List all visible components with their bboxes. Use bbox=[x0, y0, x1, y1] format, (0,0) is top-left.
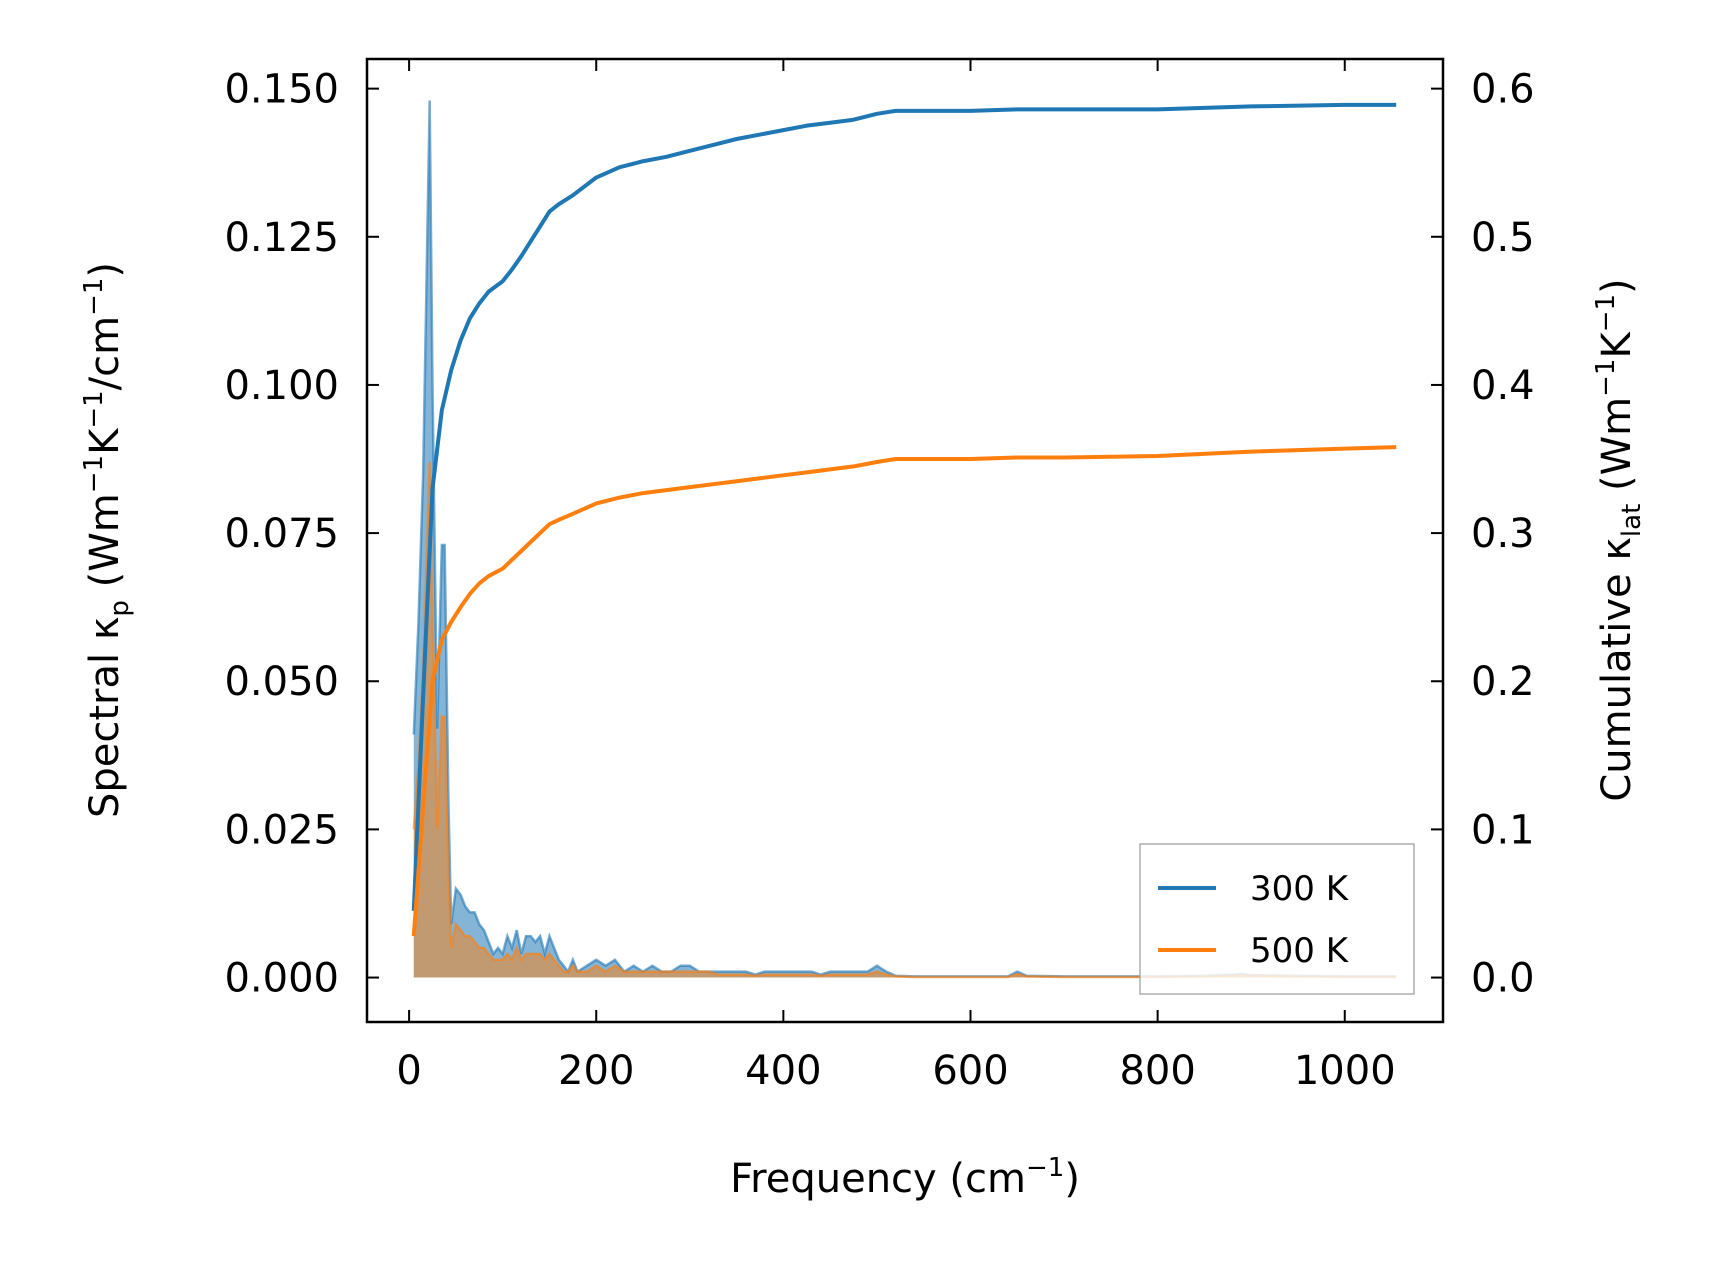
spectral-line-500k bbox=[412, 461, 1397, 979]
plot-frame bbox=[365, 57, 1445, 1024]
y-right-axis-label: Cumulative κlat (Wm−1K−1) bbox=[1591, 278, 1647, 801]
cumulative-line-300k bbox=[411, 102, 1397, 911]
y-left-tick-label: 0.050 bbox=[224, 659, 339, 705]
x-axis-label: Frequency (cm−1) bbox=[730, 1153, 1080, 1202]
y-left-tick-label: 0.000 bbox=[224, 956, 339, 1002]
y-right-tick-label: 0.5 bbox=[1471, 215, 1535, 261]
legend-label-300k: 300 K bbox=[1250, 869, 1350, 909]
x-tick-label: 800 bbox=[1119, 1048, 1195, 1094]
x-tick-label: 600 bbox=[932, 1048, 1008, 1094]
x-tick-label: 1000 bbox=[1294, 1048, 1396, 1094]
y-right-tick-label: 0.4 bbox=[1471, 363, 1535, 409]
y-right-tick-label: 0.1 bbox=[1471, 807, 1535, 853]
y-left-tick-label: 0.100 bbox=[224, 363, 339, 409]
y-right-tick-label: 0.6 bbox=[1471, 67, 1535, 113]
y-left-tick-label: 0.075 bbox=[224, 511, 339, 557]
y-right-tick-label: 0.3 bbox=[1471, 511, 1535, 557]
y-left-axis-label: Spectral κp (Wm−1K−1/cm−1) bbox=[79, 262, 135, 818]
x-tick-label: 200 bbox=[558, 1048, 634, 1094]
y-left-tick-label: 0.125 bbox=[224, 215, 339, 261]
cumulative-line-500k bbox=[411, 445, 1397, 937]
y-right-tick-label: 0.0 bbox=[1471, 956, 1535, 1002]
x-tick-label: 400 bbox=[745, 1048, 821, 1094]
y-left-tick-label: 0.150 bbox=[224, 67, 339, 113]
x-tick-label: 0 bbox=[396, 1048, 421, 1094]
legend-box bbox=[1139, 843, 1415, 995]
y-left-tick-label: 0.025 bbox=[224, 807, 339, 853]
legend: 300 K 500 K bbox=[1139, 843, 1415, 995]
legend-label-500k: 500 K bbox=[1250, 931, 1350, 971]
y-right-tick-label: 0.2 bbox=[1471, 659, 1535, 705]
